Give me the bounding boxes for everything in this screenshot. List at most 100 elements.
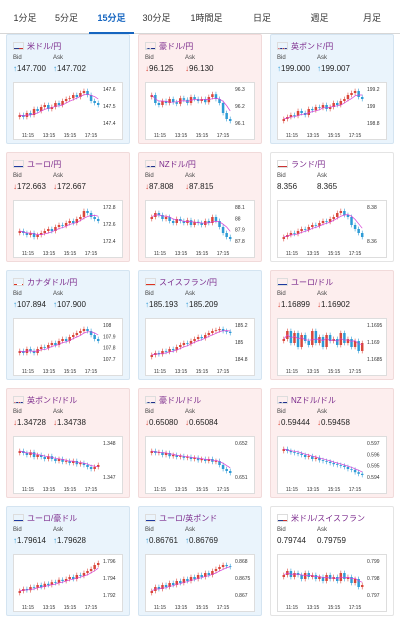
- up-arrow-icon: ↑: [13, 300, 17, 309]
- candle-body: [221, 465, 225, 469]
- rate-card[interactable]: ユーロ/ドル Bid Ask ↓1.16899 ↓1.16902 1.1695 1.169 1…: [270, 270, 394, 380]
- candle-body: [307, 227, 310, 230]
- up-arrow-icon: ↑: [185, 300, 189, 309]
- mini-chart[interactable]: 88.1 88 87.9 87.8 11:15 13:15 15:15 17:15: [145, 200, 255, 258]
- tab-5[interactable]: 日足: [252, 13, 271, 23]
- pair-name[interactable]: 英ポンド/ドル: [27, 395, 78, 405]
- card-header: スイスフラン/円: [145, 276, 217, 288]
- x-tick-label: 15:15: [64, 605, 77, 611]
- pair-name[interactable]: 米ドル/円: [27, 41, 62, 51]
- mini-chart[interactable]: 172.8 172.6 172.4 11:15 13:15 15:15 17:15: [13, 200, 123, 258]
- candle-body: [25, 453, 29, 455]
- up-arrow-icon: ↑: [53, 536, 57, 545]
- candle-body: [228, 331, 232, 333]
- rate-card[interactable]: ランド/円 Bid Ask 8.356 8.365 8.38 8.36 11:15 13:15 1…: [270, 152, 394, 262]
- candle-body: [18, 115, 22, 117]
- rate-card[interactable]: 豪ドル/円 Bid Ask ↓96.125 ↓96.130 96.3 96.2 96.1 11:…: [138, 34, 262, 144]
- mini-chart[interactable]: 147.6 147.5 147.4 11:15 13:15 15:15 17:15: [13, 82, 123, 140]
- candle-body: [353, 579, 357, 583]
- tab-3[interactable]: 30分足: [142, 13, 171, 23]
- mini-chart[interactable]: 185.2 185 184.8 11:15 13:15 15:15 17:15: [145, 318, 255, 376]
- bid-label: Bid: [277, 173, 286, 179]
- pair-name[interactable]: スイスフラン/円: [159, 277, 217, 287]
- tab-1[interactable]: 5分足: [54, 13, 78, 23]
- down-arrow-icon: ↓: [185, 182, 189, 191]
- pair-name[interactable]: 豪ドル/円: [159, 41, 194, 51]
- pair-name[interactable]: 豪ドル/ドル: [159, 395, 202, 405]
- x-tick-label: 17:15: [349, 605, 362, 611]
- pair-name[interactable]: 米ドル/スイスフラン: [291, 513, 365, 523]
- up-arrow-icon: ↑: [13, 64, 17, 73]
- candlestick-chart: 96.3 96.2 96.1 11:15 13:15 15:15 17:15: [150, 87, 245, 139]
- pair-name[interactable]: NZドル/ドル: [291, 395, 336, 405]
- candle-body: [32, 587, 36, 588]
- tab-2[interactable]: 15分足: [89, 0, 134, 34]
- rate-card[interactable]: カナダドル/円 Bid Ask ↑107.894 ↑107.900 108 107.9 107…: [6, 270, 130, 380]
- candle-body: [57, 225, 61, 227]
- pair-name[interactable]: NZドル/円: [159, 159, 196, 169]
- y-tick-label: 8.38: [367, 205, 377, 211]
- x-tick-label: 13:15: [175, 487, 188, 493]
- mini-chart[interactable]: 108 107.9 107.8 107.7 11:15 13:15 15:15 17:15: [13, 318, 123, 376]
- candlestick-chart: 0.597 0.596 0.595 0.594 11:15 13:15 15:15 17:15: [282, 441, 380, 493]
- pair-name[interactable]: 英ポンド/円: [291, 41, 334, 51]
- candle-body: [282, 575, 286, 577]
- mini-chart[interactable]: 1.1695 1.169 1.1685 11:15 13:15 15:15 17:15: [277, 318, 387, 376]
- candle-body: [186, 457, 189, 458]
- rate-card[interactable]: ユーロ/円 Bid Ask ↓172.663 ↓172.667 172.8 172.6 172…: [6, 152, 130, 262]
- candle-body: [350, 93, 353, 95]
- candle-body: [350, 577, 353, 583]
- rate-card[interactable]: ユーロ/豪ドル Bid Ask ↑1.79614 ↑1.79628 1.796 1.794 1…: [6, 506, 130, 616]
- candle-body: [175, 347, 178, 351]
- tab-4[interactable]: 1時間足: [190, 13, 223, 23]
- pair-name[interactable]: ユーロ/円: [27, 159, 62, 169]
- card-header: カナダドル/円: [13, 276, 77, 288]
- rate-card[interactable]: 米ドル/スイスフラン Bid Ask 0.79744 0.79759 0.799 0.798…: [270, 506, 394, 616]
- candle-body: [47, 345, 50, 348]
- down-arrow-icon: ↓: [145, 64, 149, 73]
- candle-body: [61, 579, 64, 581]
- tab-0[interactable]: 1分足: [13, 13, 37, 23]
- candle-body: [150, 217, 154, 219]
- candle-body: [214, 217, 218, 221]
- pair-name[interactable]: ユーロ/豪ドル: [27, 513, 78, 523]
- pair-name[interactable]: ユーロ/ドル: [291, 277, 334, 287]
- rate-card[interactable]: 豪ドル/ドル Bid Ask ↓0.65080 ↓0.65084 0.652 0.651 11…: [138, 388, 262, 498]
- pair-name[interactable]: ユーロ/英ポンド: [159, 513, 218, 523]
- rate-card[interactable]: 英ポンド/ドル Bid Ask ↓1.34728 ↓1.34738 1.348 1.347 1…: [6, 388, 130, 498]
- bid-label: Bid: [145, 527, 154, 533]
- mini-chart[interactable]: 0.652 0.651 11:15 13:15 15:15 17:15: [145, 436, 255, 494]
- mini-chart[interactable]: 1.796 1.794 1.792 11:15 13:15 15:15 17:15: [13, 554, 123, 612]
- candle-body: [189, 220, 193, 225]
- rate-card[interactable]: ユーロ/英ポンド Bid Ask ↑0.86761 ↑0.86769 0.868 0.867…: [138, 506, 262, 616]
- mini-chart[interactable]: 0.799 0.798 0.797 11:15 13:15 15:15 17:15: [277, 554, 387, 612]
- mini-chart[interactable]: 96.3 96.2 96.1 11:15 13:15 15:15 17:15: [145, 82, 255, 140]
- candlestick-chart: 0.799 0.798 0.797 11:15 13:15 15:15 17:15: [282, 559, 380, 611]
- pair-name[interactable]: カナダドル/円: [27, 277, 78, 287]
- bid-label: Bid: [145, 291, 154, 297]
- tab-7[interactable]: 月足: [362, 13, 381, 23]
- mini-chart[interactable]: 1.348 1.347 11:15 13:15 15:15 17:15: [13, 436, 123, 494]
- mini-chart[interactable]: 0.597 0.596 0.595 0.594 11:15 13:15 15:15 17:15: [277, 436, 387, 494]
- rate-card[interactable]: スイスフラン/円 Bid Ask ↑185.193 ↑185.209 185.2 185 18…: [138, 270, 262, 380]
- ask-value: 0.65084: [189, 418, 218, 427]
- x-tick-label: 15:15: [328, 605, 341, 611]
- candle-body: [296, 231, 300, 234]
- mini-chart[interactable]: 199.2 199 198.8 11:15 13:15 15:15 17:15: [277, 82, 387, 140]
- x-tick-label: 13:15: [307, 369, 320, 375]
- candle-body: [50, 582, 54, 585]
- pair-name[interactable]: ランド/円: [291, 159, 326, 169]
- ask-value: 199.007: [321, 64, 350, 73]
- down-arrow-icon: ↓: [185, 64, 189, 73]
- candle-body: [193, 339, 196, 341]
- mini-chart[interactable]: 8.38 8.36 11:15 13:15 15:15 17:15: [277, 200, 387, 258]
- tab-6[interactable]: 週足: [310, 13, 329, 23]
- moving-average-line: [283, 94, 363, 120]
- mini-chart[interactable]: 0.868 0.8675 0.867 11:15 13:15 15:15 17:15: [145, 554, 255, 612]
- candle-body: [360, 233, 364, 237]
- rate-card[interactable]: 米ドル/円 Bid Ask ↑147.700 ↑147.702 147.6 147.5 147…: [6, 34, 130, 144]
- rate-card[interactable]: NZドル/円 Bid Ask ↓87.808 ↓87.815 88.1 88 87.9 87.8…: [138, 152, 262, 262]
- rate-card[interactable]: 英ポンド/円 Bid Ask ↑199.000 ↑199.007 199.2 199 198.…: [270, 34, 394, 144]
- candle-body: [39, 347, 43, 349]
- rate-card[interactable]: NZドル/ドル Bid Ask ↓0.59444 ↓0.59458 0.597 0.596 0…: [270, 388, 394, 498]
